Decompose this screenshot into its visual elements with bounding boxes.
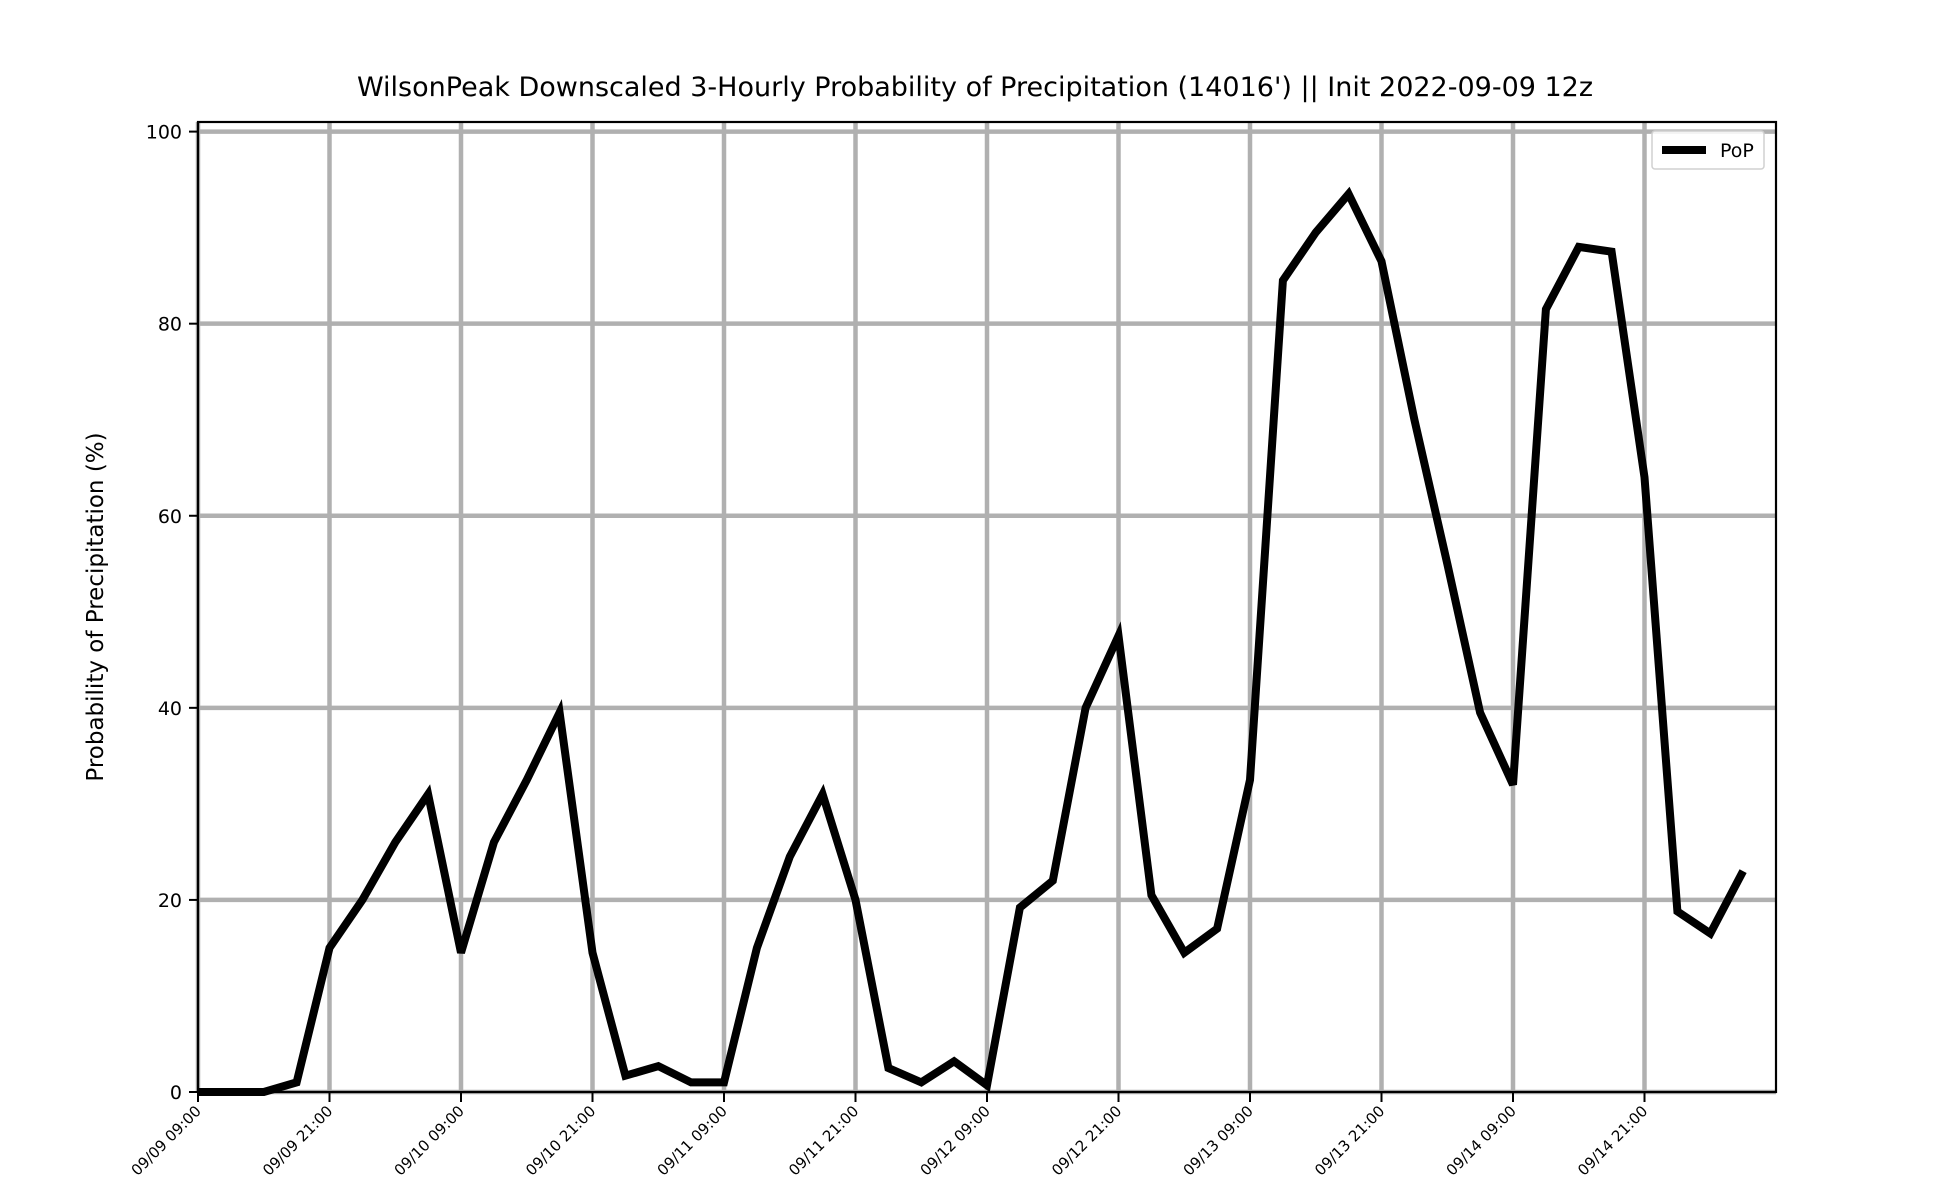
legend: PoP [1651, 130, 1765, 170]
y-axis-label: Probability of Precipitation (%) [83, 432, 109, 781]
y-tick-label: 20 [158, 890, 182, 912]
legend-box [1651, 130, 1765, 170]
x-tick-label: 09/14 21:00 [1574, 1102, 1651, 1179]
x-tick-label: 09/13 09:00 [1180, 1102, 1257, 1179]
x-tick-label: 09/10 09:00 [391, 1102, 468, 1179]
x-tick-label: 09/09 21:00 [259, 1102, 336, 1179]
y-tick-label: 80 [158, 314, 182, 336]
x-tick-label: 09/11 09:00 [654, 1102, 731, 1179]
y-tick-label: 0 [170, 1082, 182, 1104]
y-tick-label: 40 [158, 698, 182, 720]
x-tick-label: 09/12 09:00 [917, 1102, 994, 1179]
grid [195, 122, 1776, 1095]
data-line-layer [198, 186, 1747, 1096]
axis-ticks: 0 20 40 60 80 100 09/09 09:00 09/09 21:00 09/10 … [128, 122, 1652, 1180]
x-tick-label: 09/13 21:00 [1311, 1102, 1388, 1179]
y-tick-label: 100 [146, 122, 182, 144]
chart-title: WilsonPeak Downscaled 3-Hourly Probabili… [357, 72, 1593, 103]
x-tick-label: 09/10 21:00 [522, 1102, 599, 1179]
x-tick-label: 09/09 09:00 [128, 1102, 205, 1179]
pop-series-line [198, 186, 1747, 1096]
x-tick-label: 09/14 09:00 [1443, 1102, 1520, 1179]
legend-label: PoP [1720, 140, 1754, 162]
y-tick-label: 60 [158, 506, 182, 528]
x-tick-label: 09/11 21:00 [785, 1102, 862, 1179]
x-tick-label: 09/12 21:00 [1048, 1102, 1125, 1179]
